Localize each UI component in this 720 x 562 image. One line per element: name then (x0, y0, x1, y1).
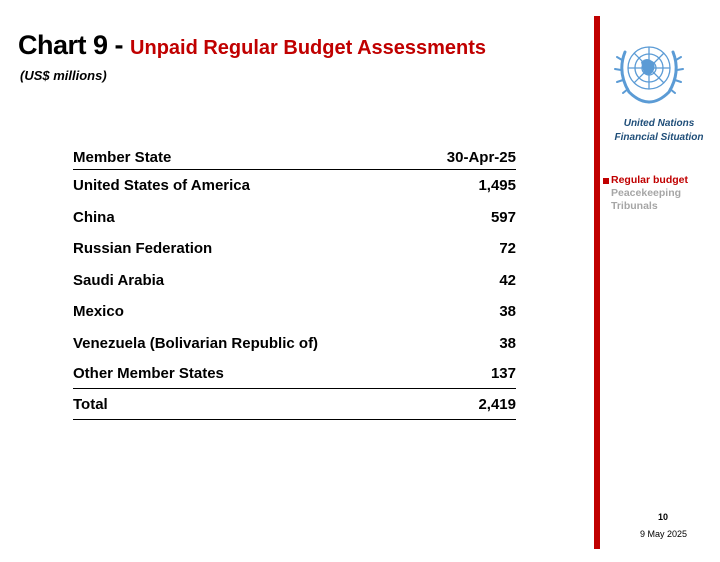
page-number: 10 (658, 512, 669, 522)
table-row: United States of America 1,495 (73, 170, 516, 202)
table-row: Mexico 38 (73, 296, 516, 328)
column-header-date: 30-Apr-25 (446, 148, 516, 166)
chart-title-text: Unpaid Regular Budget Assessments (130, 37, 487, 59)
table-row: Other Member States 137 (73, 359, 516, 389)
table-row: Saudi Arabia 42 (73, 265, 516, 297)
total-row: Total 2,419 (73, 389, 516, 420)
assessments-table: Member State 30-Apr-25 United States of … (73, 145, 516, 420)
amount-cell: 597 (490, 208, 516, 226)
member-state-cell: Venezuela (Bolivarian Republic of) (73, 334, 319, 352)
org-label: United Nations Financial Situation (604, 117, 714, 145)
table-row: Venezuela (Bolivarian Republic of) 38 (73, 328, 516, 360)
nav-item-peacekeeping[interactable]: Peacekeeping (603, 187, 688, 200)
table-header: Member State 30-Apr-25 (73, 145, 516, 170)
un-emblem-icon (614, 46, 684, 104)
table-row: China 597 (73, 202, 516, 234)
amount-cell: 38 (499, 303, 516, 321)
member-state-cell: Saudi Arabia (73, 271, 165, 289)
nav-label: Tribunals (611, 200, 658, 212)
member-state-cell: China (73, 208, 115, 226)
member-state-cell: Other Member States (73, 365, 224, 382)
amount-cell: 137 (490, 365, 516, 382)
member-state-cell: Russian Federation (73, 240, 213, 258)
nav-item-tribunals[interactable]: Tribunals (603, 200, 688, 213)
section-nav: Regular budget Peacekeeping Tribunals (603, 174, 688, 213)
amount-cell: 72 (499, 240, 516, 258)
total-label: Total (73, 395, 108, 413)
nav-item-regular-budget[interactable]: Regular budget (603, 174, 688, 187)
nav-label: Regular budget (611, 174, 689, 186)
table-row: Russian Federation 72 (73, 233, 516, 265)
report-date: 9 May 2025 (640, 529, 688, 539)
chart-title: Chart 9 - Unpaid Regular Budget Assessme… (18, 30, 486, 61)
column-header-member-state: Member State (73, 148, 172, 166)
accent-divider (594, 16, 600, 549)
member-state-cell: Mexico (73, 303, 124, 321)
amount-cell: 38 (499, 334, 516, 352)
total-amount: 2,419 (478, 395, 516, 413)
units-subtitle: (US$ millions) (20, 68, 107, 83)
active-marker (603, 177, 609, 184)
amount-cell: 1,495 (478, 177, 516, 195)
chart-number: Chart 9 - (18, 30, 131, 60)
report-name: Financial Situation (614, 132, 704, 143)
member-state-cell: United States of America (73, 177, 250, 195)
amount-cell: 42 (499, 271, 516, 289)
nav-label: Peacekeeping (611, 187, 682, 199)
org-name: United Nations (623, 118, 695, 129)
